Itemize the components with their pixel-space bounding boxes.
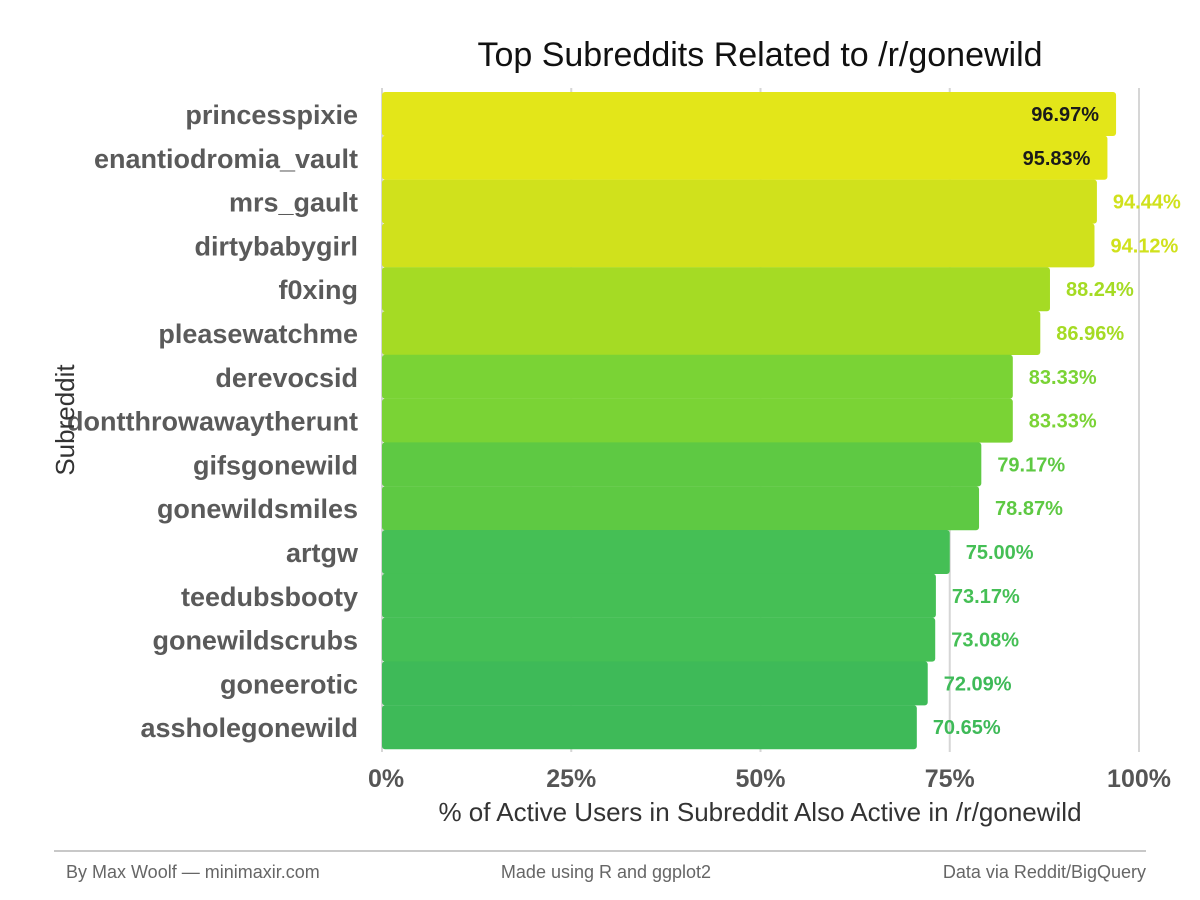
bar [382, 617, 936, 662]
value-label: 72.09% [944, 673, 1012, 695]
value-label: 70.65% [933, 717, 1001, 739]
footer-right: Data via Reddit/BigQuery [943, 862, 1146, 882]
bar [382, 486, 980, 531]
category-label: princesspixie [185, 100, 358, 130]
category-label: artgw [286, 538, 359, 568]
bar [382, 398, 1013, 443]
category-label: gonewildsmiles [157, 494, 358, 524]
value-label: 75.00% [966, 542, 1034, 564]
value-label: 78.87% [995, 498, 1063, 520]
value-label: 79.17% [997, 454, 1065, 476]
category-label: pleasewatchme [158, 319, 358, 349]
bar [382, 354, 1013, 399]
bar [382, 530, 950, 574]
value-label: 83.33% [1029, 367, 1097, 389]
bar [382, 442, 982, 487]
chart-title: Top Subreddits Related to /r/gonewild [477, 36, 1042, 74]
value-label: 73.08% [951, 630, 1019, 652]
y-axis-title: Subreddit [50, 364, 80, 476]
x-tick-label: 50% [735, 765, 785, 793]
bar [382, 135, 1108, 180]
category-label: mrs_gault [229, 188, 358, 218]
category-label: goneerotic [220, 669, 358, 699]
value-label: 96.97% [1031, 104, 1099, 126]
bar [382, 179, 1097, 224]
footer-left: By Max Woolf — minimaxir.com [66, 862, 320, 882]
bar [382, 267, 1050, 312]
value-label: 95.83% [1023, 148, 1091, 170]
category-label: f0xing [278, 275, 358, 305]
value-labels: 96.97% 95.83% 94.44% 94.12% 88.24% 86.96% 83.3… [933, 104, 1181, 739]
bar [382, 92, 1117, 136]
category-labels: princesspixie enantiodromia_vault mrs_gaul… [67, 100, 359, 743]
bar [382, 311, 1041, 355]
category-label: gonewildscrubs [152, 626, 358, 656]
value-label: 73.17% [952, 586, 1020, 608]
value-label: 86.96% [1056, 323, 1124, 345]
category-label: assholegonewild [140, 713, 358, 743]
x-tick-label: 25% [546, 765, 596, 793]
bar [382, 223, 1095, 268]
category-label: teedubsbooty [181, 582, 358, 612]
value-label: 88.24% [1066, 279, 1134, 301]
x-tick-label: 0% [368, 765, 404, 793]
value-label: 94.44% [1113, 192, 1181, 214]
bar [382, 573, 936, 618]
category-label: gifsgonewild [193, 450, 358, 480]
value-label: 94.12% [1110, 235, 1178, 257]
category-label: dontthrowawaytherunt [67, 407, 358, 437]
category-label: enantiodromia_vault [94, 144, 358, 174]
x-axis-title: % of Active Users in Subreddit Also Acti… [438, 797, 1081, 827]
x-tick-label: 75% [925, 765, 975, 793]
category-label: derevocsid [215, 363, 358, 393]
bar [382, 705, 917, 750]
bars [382, 92, 1117, 750]
category-label: dirtybabygirl [194, 231, 358, 261]
footer-center: Made using R and ggplot2 [501, 862, 711, 882]
value-label: 83.33% [1029, 411, 1097, 433]
x-tick-label: 100% [1107, 765, 1171, 793]
x-tick-labels: 0% 25% 50% 75% 100% [368, 765, 1171, 793]
bar [382, 661, 928, 706]
